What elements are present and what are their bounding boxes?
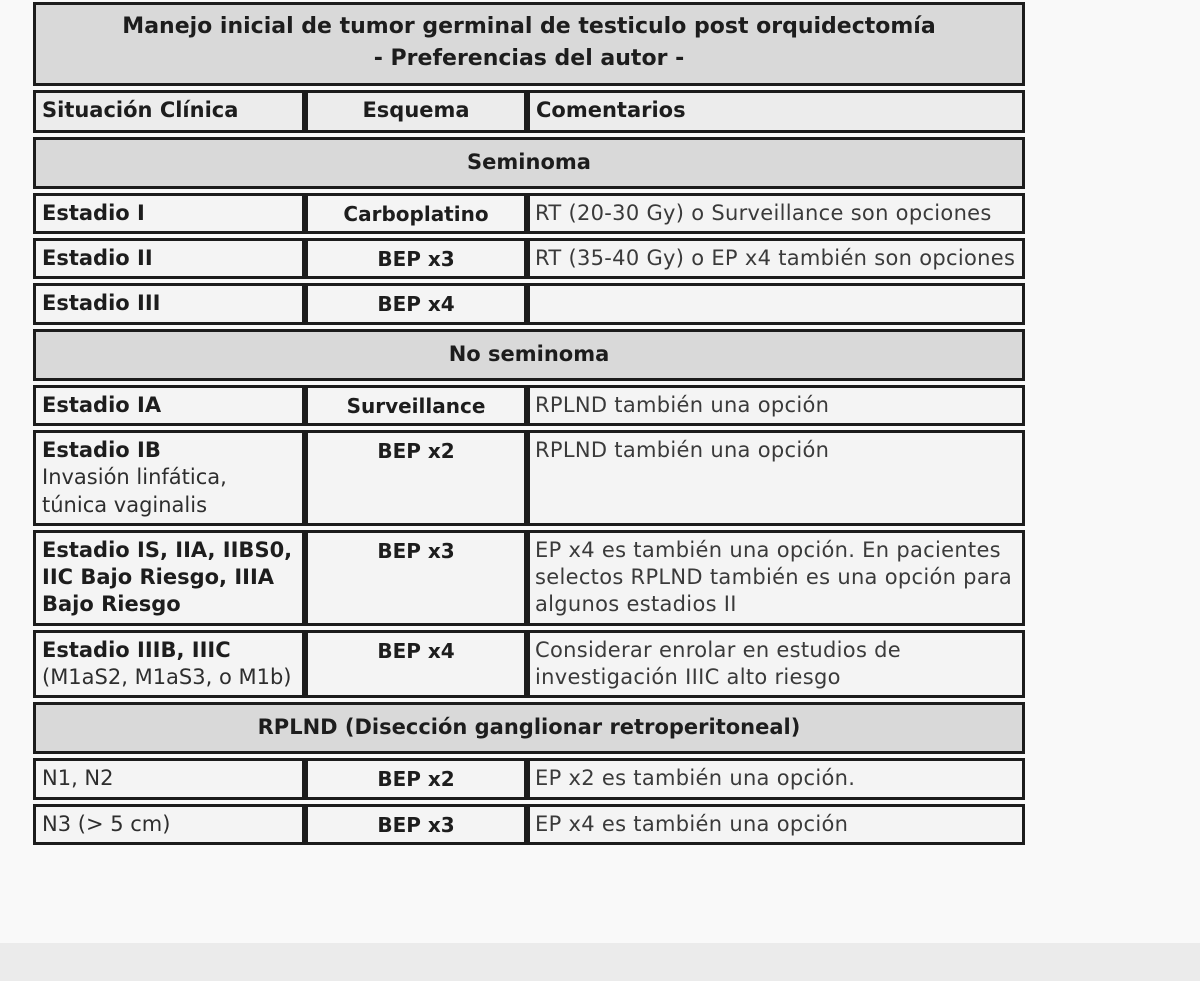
title-row: Manejo inicial de tumor germinal de test… [33, 2, 1025, 86]
table-row: Estadio IA Surveillance RPLND también una … [33, 384, 1025, 426]
situacion-main: Estadio IIIB, IIIC [42, 637, 231, 662]
situacion-main: Estadio IS, IIA, IIBS0, IIC Bajo Riesgo,… [42, 537, 293, 617]
table-body: Manejo inicial de tumor germinal de test… [33, 2, 1025, 845]
situacion-cell: Estadio II [33, 238, 305, 280]
situacion-main: Estadio III [42, 291, 161, 316]
situacion-sub: (M1aS2, M1aS3, o M1b) [42, 665, 292, 690]
comentarios-cell: RPLND también una opción [527, 384, 1025, 426]
situacion-cell: Estadio I [33, 192, 305, 235]
comentarios-cell [527, 283, 1025, 325]
section-header-row: No seminoma [33, 328, 1025, 381]
table-title-line1: Manejo inicial de tumor germinal de test… [122, 14, 936, 39]
section-header: RPLND (Disección ganglionar retroperiton… [33, 702, 1025, 755]
situacion-cell: Estadio III [33, 283, 305, 325]
esquema-cell: BEP x4 [305, 283, 527, 325]
esquema-cell: Carboplatino [305, 192, 527, 235]
situacion-main: Estadio II [42, 246, 153, 271]
situacion-main: Estadio IB [42, 437, 161, 462]
comentarios-cell: EP x2 es también una opción. [527, 758, 1025, 800]
situacion-main: N1, N2 [42, 766, 114, 791]
situacion-cell: Estadio IS, IIA, IIBS0, IIC Bajo Riesgo,… [33, 529, 305, 626]
esquema-cell: BEP x4 [305, 629, 527, 699]
comentarios-cell: RT (20-30 Gy) o Surveillance son opcione… [527, 192, 1025, 235]
situacion-sub: Invasión linfática, túnica vaginalis [42, 465, 227, 517]
section-header-row: RPLND (Disección ganglionar retroperiton… [33, 702, 1025, 755]
esquema-cell: Surveillance [305, 384, 527, 426]
column-header-situacion: Situación Clínica [33, 89, 305, 133]
table-title: Manejo inicial de tumor germinal de test… [33, 2, 1025, 86]
esquema-cell: BEP x3 [305, 238, 527, 280]
column-header-row: Situación Clínica Esquema Comentarios [33, 89, 1025, 133]
comentarios-cell: RPLND también una opción [527, 429, 1025, 526]
column-header-esquema: Esquema [305, 89, 527, 133]
section-header-row: Seminoma [33, 136, 1025, 189]
comentarios-cell: Considerar enrolar en estudios de invest… [527, 629, 1025, 699]
column-header-comentarios: Comentarios [527, 89, 1025, 133]
section-header: No seminoma [33, 328, 1025, 381]
situacion-cell: Estadio IB Invasión linfática, túnica vag… [33, 429, 305, 526]
page-bottom-margin [0, 943, 1200, 981]
situacion-main: N3 (> 5 cm) [42, 811, 171, 836]
comentarios-cell: EP x4 es también una opción. En paciente… [527, 529, 1025, 626]
table-title-line2: - Preferencias del autor - [373, 45, 685, 71]
situacion-cell: Estadio IA [33, 384, 305, 426]
table-row: N1, N2 BEP x2 EP x2 es también una opción. [33, 758, 1025, 800]
situacion-main: Estadio IA [42, 392, 162, 417]
table-row: N3 (> 5 cm) BEP x3 EP x4 es también una op… [33, 803, 1025, 845]
table-row: Estadio IS, IIA, IIBS0, IIC Bajo Riesgo,… [33, 529, 1025, 626]
table-row: Estadio III BEP x4 [33, 283, 1025, 325]
table-row: Estadio IB Invasión linfática, túnica vag… [33, 429, 1025, 526]
situacion-cell: N1, N2 [33, 758, 305, 800]
esquema-cell: BEP x2 [305, 758, 527, 800]
table-row: Estadio II BEP x3 RT (35-40 Gy) o EP x4 ta… [33, 238, 1025, 280]
situacion-cell: Estadio IIIB, IIIC (M1aS2, M1aS3, o M1b) [33, 629, 305, 699]
comentarios-cell: EP x4 es también una opción [527, 803, 1025, 845]
situacion-main: Estadio I [42, 200, 145, 225]
situacion-cell: N3 (> 5 cm) [33, 803, 305, 845]
comentarios-cell: RT (35-40 Gy) o EP x4 también son opcion… [527, 238, 1025, 280]
section-header: Seminoma [33, 136, 1025, 189]
table-row: Estadio IIIB, IIIC (M1aS2, M1aS3, o M1b) B… [33, 629, 1025, 699]
table-row: Estadio I Carboplatino RT (20-30 Gy) o Sur… [33, 192, 1025, 235]
esquema-cell: BEP x3 [305, 803, 527, 845]
esquema-cell: BEP x3 [305, 529, 527, 626]
treatment-table: Manejo inicial de tumor germinal de test… [33, 0, 1025, 849]
esquema-cell: BEP x2 [305, 429, 527, 526]
